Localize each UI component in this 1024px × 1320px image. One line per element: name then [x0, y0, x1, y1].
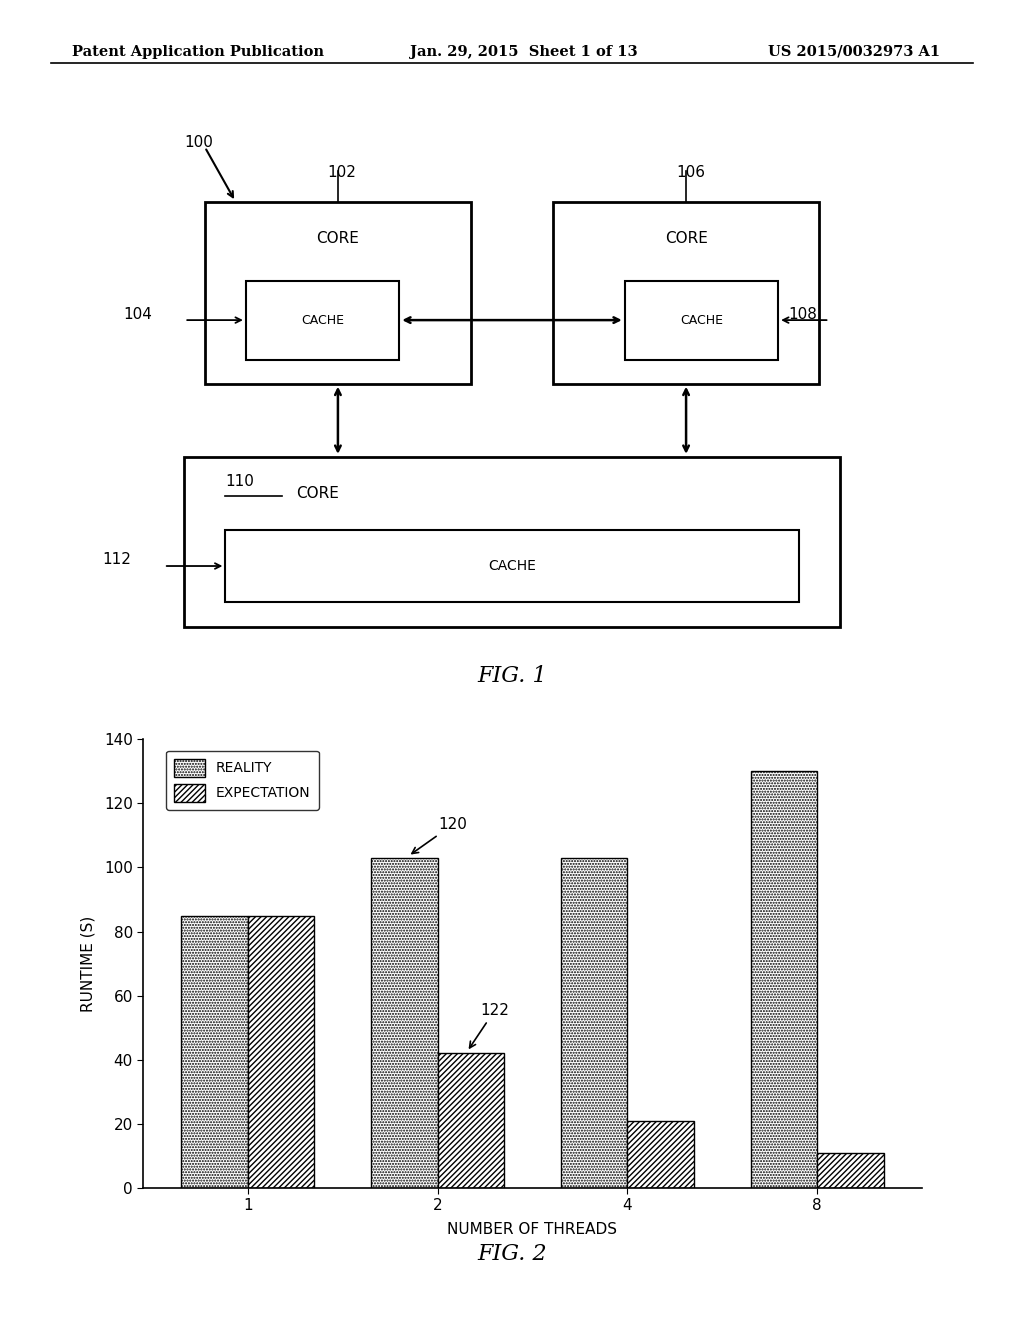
Text: 106: 106	[676, 165, 705, 181]
X-axis label: NUMBER OF THREADS: NUMBER OF THREADS	[447, 1222, 617, 1237]
Bar	[248, 916, 314, 1188]
Bar	[184, 457, 840, 627]
Text: Patent Application Publication: Patent Application Publication	[72, 45, 324, 59]
Bar	[625, 281, 778, 359]
Bar	[181, 916, 248, 1188]
Bar	[371, 858, 437, 1188]
Text: CACHE: CACHE	[680, 314, 723, 326]
Bar	[561, 858, 628, 1188]
Text: 104: 104	[123, 306, 152, 322]
Legend: REALITY, EXPECTATION: REALITY, EXPECTATION	[166, 751, 318, 810]
Text: CORE: CORE	[665, 231, 708, 246]
Bar	[553, 202, 819, 384]
Bar	[817, 1152, 884, 1188]
Text: 120: 120	[412, 817, 467, 854]
Text: FIG. 1: FIG. 1	[477, 665, 547, 688]
Bar	[246, 281, 399, 359]
Bar	[205, 202, 471, 384]
Bar	[628, 1121, 694, 1188]
Text: CACHE: CACHE	[488, 558, 536, 573]
Text: US 2015/0032973 A1: US 2015/0032973 A1	[768, 45, 940, 59]
Bar	[225, 529, 799, 602]
Text: CORE: CORE	[316, 231, 359, 246]
Text: 110: 110	[225, 474, 254, 488]
Text: 122: 122	[470, 1003, 509, 1048]
Bar	[751, 771, 817, 1188]
Y-axis label: RUNTIME (S): RUNTIME (S)	[81, 916, 95, 1011]
Text: CORE: CORE	[296, 486, 339, 500]
Text: 100: 100	[184, 135, 213, 150]
Text: FIG. 2: FIG. 2	[477, 1243, 547, 1266]
Bar	[437, 1053, 504, 1188]
Text: 108: 108	[788, 306, 817, 322]
Text: CACHE: CACHE	[301, 314, 344, 326]
Text: 112: 112	[102, 553, 131, 568]
Text: 102: 102	[328, 165, 356, 181]
Text: Jan. 29, 2015  Sheet 1 of 13: Jan. 29, 2015 Sheet 1 of 13	[410, 45, 637, 59]
